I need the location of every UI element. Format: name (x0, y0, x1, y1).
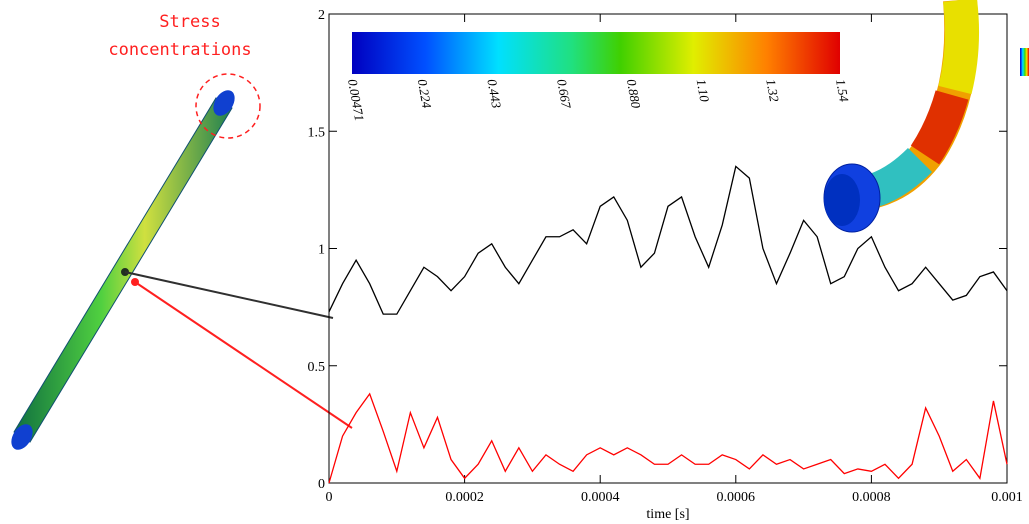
series-line (328, 392, 1008, 484)
x-tick-label: 0.0006 (717, 490, 756, 505)
colorbar-label: 0.880 (624, 78, 644, 110)
x-tick-label: 0.001 (991, 490, 1023, 505)
y-tick-label: 2 (318, 8, 325, 23)
colorbar-label: 1.54 (833, 78, 852, 104)
rod-illustration (11, 73, 353, 450)
y-tick-label: 0 (318, 477, 325, 492)
pipe-illustration (823, 0, 1029, 233)
series-line (328, 165, 1008, 315)
colorbar (352, 32, 840, 74)
x-tick-label: 0.0002 (445, 490, 484, 505)
colorbar-label: 0.667 (554, 78, 574, 110)
x-tick-label: 0.0004 (581, 490, 620, 505)
colorbar-label: 0.224 (415, 78, 435, 110)
y-tick-label: 1 (318, 243, 325, 258)
colorbar-label: 1.32 (763, 78, 782, 104)
y-tick-label: 0.5 (308, 360, 326, 375)
x-tick-label: 0 (326, 490, 333, 505)
colorbar-label: 1.10 (694, 78, 713, 104)
annotation: concentrations (108, 40, 251, 60)
y-tick-label: 1.5 (308, 125, 326, 140)
colorbar-label: 0.443 (484, 78, 504, 110)
annotation: Stress (159, 12, 220, 32)
colorbar-label: 0.00471 (345, 78, 367, 122)
x-tick-label: 0.0008 (852, 490, 891, 505)
x-axis-label: time [s] (646, 507, 689, 522)
